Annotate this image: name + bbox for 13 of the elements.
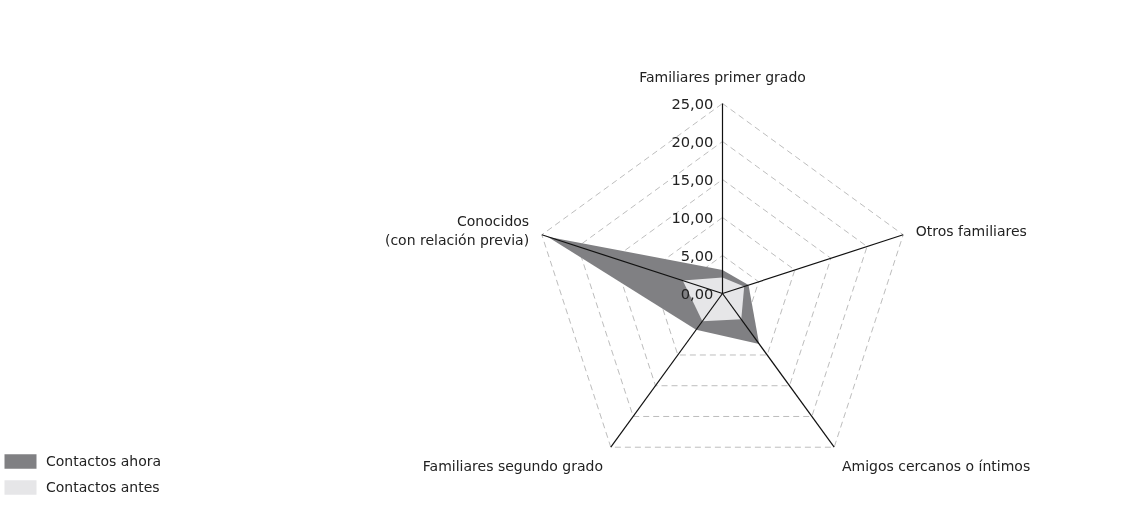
spoke-label: Familiares segundo grado bbox=[422, 457, 604, 474]
legend-label: Contactos ahora bbox=[46, 453, 162, 469]
spoke-label: Conocidos (con relación previa) bbox=[384, 213, 530, 249]
y-tick-label: 15,00 bbox=[671, 170, 714, 188]
y-tick-label: 25,00 bbox=[671, 94, 714, 112]
spoke-label: Familiares primer grado bbox=[639, 68, 806, 85]
y-tick-label: 0,00 bbox=[680, 284, 714, 302]
spoke-label: Amigos cercanos o íntimos bbox=[842, 457, 1031, 474]
y-tick-label: 5,00 bbox=[680, 246, 714, 264]
y-tick-label: 10,00 bbox=[671, 208, 714, 226]
spoke-label: Otros familiares bbox=[915, 222, 1027, 239]
y-tick-label: 20,00 bbox=[671, 132, 714, 150]
legend-label: Contactos antes bbox=[46, 479, 160, 495]
